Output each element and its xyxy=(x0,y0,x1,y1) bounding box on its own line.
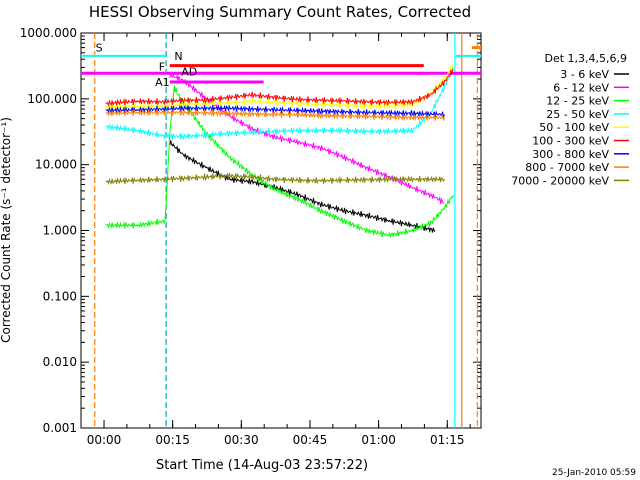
x-tick-label: 01:15 xyxy=(430,433,465,447)
y-tick-label: 100.000 xyxy=(27,92,77,106)
series-line xyxy=(105,67,454,140)
vertical-markers xyxy=(94,33,478,428)
chart-title: HESSI Observing Summary Count Rates, Cor… xyxy=(89,3,471,21)
y-tick-label: 0.010 xyxy=(43,355,77,369)
annotation-label: F xyxy=(159,60,165,73)
series-line xyxy=(105,68,454,107)
annotation-label: AD xyxy=(181,66,197,79)
y-tick-label: 0.001 xyxy=(43,421,77,435)
y-tick-label: 0.100 xyxy=(43,289,77,303)
legend-label: 300 - 800 keV xyxy=(532,148,609,161)
x-tick-label: 00:30 xyxy=(224,433,259,447)
legend-label: 50 - 100 keV xyxy=(539,121,609,134)
footer-date: 25-Jan-2010 05:59 xyxy=(552,468,636,478)
legend-label: 7000 - 20000 keV xyxy=(511,174,609,187)
x-tick-label: 00:45 xyxy=(293,433,328,447)
y-axis-label: Corrected Count Rate (s⁻¹ detector⁻¹) xyxy=(0,117,13,343)
series-line xyxy=(169,72,445,205)
y-tick-label: 1000.000 xyxy=(20,26,77,40)
legend-label: 12 - 25 keV xyxy=(546,95,609,108)
axis-group: 1000.000 100.000 10.000 1.000 0.100 0.010 0.00… xyxy=(20,26,481,447)
annotation-group: S NF AD A1 xyxy=(96,42,198,89)
legend-label: 6 - 12 keV xyxy=(553,81,609,94)
series-line xyxy=(105,85,454,238)
annotation-label: S xyxy=(96,42,103,55)
series-line xyxy=(169,140,436,234)
annotation-label: A1 xyxy=(155,76,170,89)
x-tick-label: 00:00 xyxy=(87,433,122,447)
legend-label: 100 - 300 keV xyxy=(532,135,609,148)
series-line xyxy=(105,108,445,122)
series-line xyxy=(105,104,445,118)
plot-frame xyxy=(80,32,482,429)
annotation-label: N xyxy=(174,50,182,63)
flag-bars xyxy=(81,46,481,84)
legend-label: 25 - 50 keV xyxy=(546,108,609,121)
x-tick-label: 01:00 xyxy=(361,433,396,447)
legend-title: Det 1,3,4,5,6,9 xyxy=(544,52,627,65)
legend-label: 3 - 6 keV xyxy=(560,68,609,81)
series-group xyxy=(105,65,454,238)
series-line xyxy=(105,172,445,186)
x-tick-label: 00:15 xyxy=(155,433,190,447)
series-line xyxy=(105,65,454,111)
x-axis-label: Start Time (14-Aug-03 23:57:22) xyxy=(156,458,368,473)
y-tick-label: 10.000 xyxy=(35,158,77,172)
y-tick-label: 1.000 xyxy=(43,224,77,238)
legend-label: 800 - 7000 keV xyxy=(525,161,609,174)
